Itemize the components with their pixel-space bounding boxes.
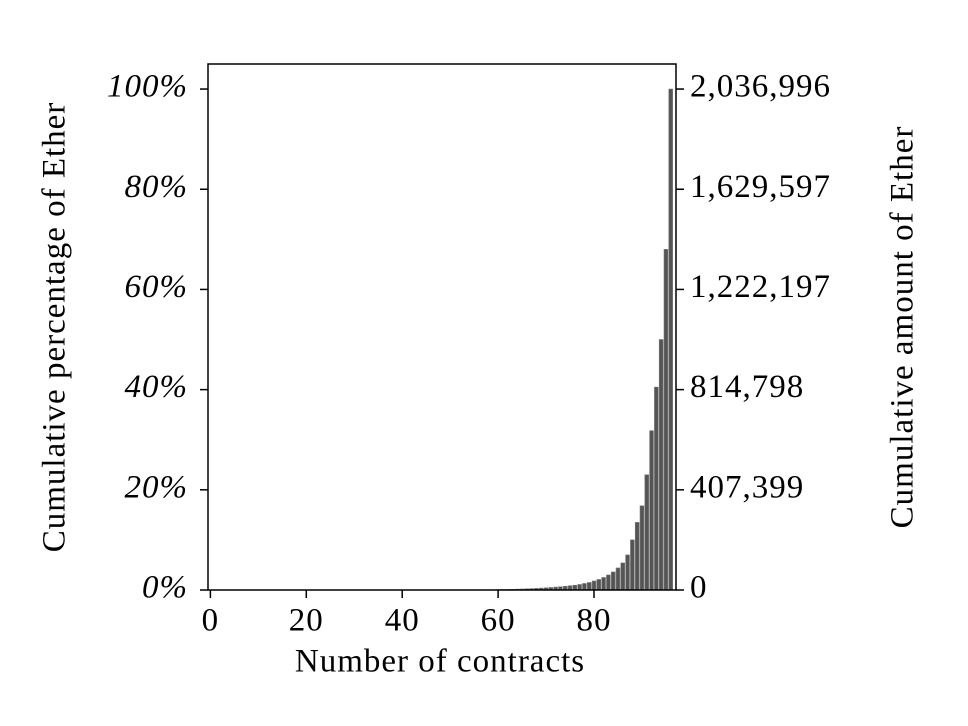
bar (577, 584, 582, 591)
bar (658, 339, 664, 591)
x-tick-label: 60 (481, 603, 516, 639)
y2-tick-label: 814,798 (690, 369, 804, 405)
y2-tick-label: 407,399 (690, 469, 804, 505)
bar (654, 386, 659, 591)
y-axis-label: Cumulative percentage of Ether (37, 102, 73, 553)
bar (582, 583, 587, 591)
y2-tick-label: 0 (690, 570, 708, 606)
y-tick-label: 40% (125, 369, 189, 405)
bar (639, 505, 645, 591)
x-axis-label: Number of contracts (295, 644, 585, 680)
y2-tick-label: 2,036,996 (690, 69, 831, 105)
y2-tick-label: 1,629,597 (690, 169, 831, 205)
plot-frame (207, 63, 677, 591)
bar (630, 539, 635, 591)
bar (596, 579, 602, 591)
bar (615, 567, 621, 591)
x-tick-label: 20 (289, 603, 324, 639)
x-tick-label: 80 (577, 603, 612, 639)
bar (601, 577, 606, 591)
y2-axis-label: Cumulative amount of Ether (885, 126, 921, 529)
bar (668, 88, 673, 591)
y-tick-label: 100% (107, 69, 188, 105)
bar (620, 562, 625, 591)
bar (606, 574, 611, 591)
y-tick-label: 20% (125, 469, 189, 505)
bar (625, 554, 630, 591)
bar (586, 582, 592, 591)
x-tick-label: 40 (385, 603, 420, 639)
bar (644, 474, 649, 591)
bar (610, 571, 616, 591)
y-tick-label: 80% (125, 169, 189, 205)
bar (634, 522, 640, 591)
y2-tick-label: 1,222,197 (690, 269, 831, 305)
bar (649, 430, 654, 591)
x-tick-label: 0 (202, 603, 220, 639)
y-tick-label: 60% (125, 269, 189, 305)
y-tick-label: 0% (142, 570, 188, 606)
bar (663, 249, 669, 591)
bar (591, 580, 597, 591)
